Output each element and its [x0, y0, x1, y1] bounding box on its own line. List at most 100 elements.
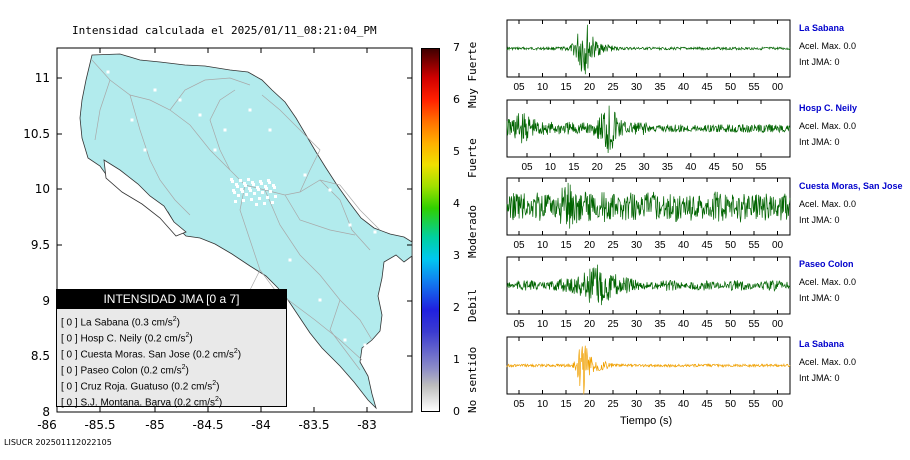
- legend-row: [ 0 ] La Sabana (0.3 cm/s2): [61, 312, 286, 328]
- city-marker: [274, 195, 277, 198]
- city-marker: [269, 190, 272, 193]
- time-tick-label: 15: [560, 240, 572, 251]
- lon-tick-label: -84: [251, 418, 271, 432]
- road: [284, 194, 356, 236]
- city-marker: [223, 128, 227, 132]
- time-tick-label: 00: [772, 399, 784, 410]
- time-tick-label: 05: [513, 240, 525, 251]
- legend-station: Cuesta Moras. San Jose: [80, 349, 190, 361]
- legend-close: ): [218, 397, 223, 409]
- time-tick-label: 25: [607, 82, 619, 93]
- lat-tick-label: 10: [35, 182, 50, 196]
- time-tick-label: 45: [701, 399, 713, 410]
- waveform-trace: [506, 182, 791, 229]
- legend-exp: 2: [185, 332, 190, 339]
- time-tick-label: 05: [521, 162, 533, 173]
- time-tick-label: 10: [537, 399, 549, 410]
- city-markers: [106, 70, 377, 347]
- city-marker: [268, 181, 271, 184]
- lon-tick-label: -84.5: [192, 418, 223, 432]
- waveform-trace: [506, 345, 791, 395]
- time-tick-label: 35: [662, 162, 674, 173]
- time-tick-label: 30: [638, 162, 650, 173]
- city-marker: [239, 179, 242, 182]
- time-tick-label: 00: [772, 240, 784, 251]
- map-axes: -86 -85.5 -85 -84.5 -84 -83.5 -83 11 10.5 10 9.5 9 8…: [23, 48, 412, 432]
- city-marker: [303, 173, 307, 177]
- legend-row: [ 0 ] Cuesta Moras. San Jose (0.2 cm/s2): [61, 344, 286, 360]
- time-tick-label: 15: [568, 162, 580, 173]
- city-marker: [138, 188, 142, 192]
- city-marker: [130, 118, 134, 122]
- city-marker: [288, 258, 292, 262]
- time-axis-label: Tiempo (s): [620, 415, 673, 427]
- colorbar-tick: 6: [453, 93, 460, 106]
- time-tick-label: 20: [584, 399, 596, 410]
- time-tick-label: 35: [654, 82, 666, 93]
- legend-level: [ 0 ]: [61, 349, 78, 361]
- city-marker: [259, 180, 262, 183]
- city-marker: [247, 178, 250, 181]
- time-tick-label: 15: [560, 319, 572, 330]
- time-tick-label: 05: [513, 399, 525, 410]
- time-tick-label: 15: [560, 399, 572, 410]
- city-marker: [256, 186, 259, 189]
- city-marker: [106, 70, 110, 74]
- city-marker: [108, 173, 112, 177]
- city-marker: [273, 186, 276, 189]
- road-network: [91, 59, 381, 371]
- lat-tick-label: 11: [35, 71, 50, 85]
- lat-tick-label: 9: [42, 294, 50, 308]
- waveform-trace: [506, 24, 791, 75]
- legend-exp: 2: [233, 348, 238, 355]
- lat-tick-label: 10.5: [23, 127, 50, 141]
- station-name: Hosp C. Neily: [799, 103, 858, 113]
- time-tick-label: 40: [685, 162, 697, 173]
- station-jma: Int JMA: 0: [799, 373, 840, 383]
- city-marker: [263, 202, 266, 205]
- station-readout: Acel. Max. 0.0 Int JMA: 0: [799, 274, 856, 306]
- time-tick-label: 50: [725, 240, 737, 251]
- city-marker: [257, 188, 260, 191]
- time-tick-label: 45: [709, 162, 721, 173]
- waveform-trace: [506, 264, 791, 306]
- time-tick-label: 20: [584, 319, 596, 330]
- time-tick-label: 20: [584, 240, 596, 251]
- legend-accel: (0.2 cm/s: [192, 349, 234, 361]
- city-marker: [236, 185, 239, 188]
- city-marker: [260, 182, 263, 185]
- time-tick-label: 25: [607, 240, 619, 251]
- time-tick-label: 55: [748, 319, 760, 330]
- colorbar-tick: 5: [453, 145, 460, 158]
- time-tick-label: 40: [678, 319, 690, 330]
- lon-tick-label: -83: [357, 418, 377, 432]
- station-accel: Acel. Max. 0.0: [799, 199, 857, 209]
- city-marker: [230, 178, 233, 181]
- time-tick-label: 25: [607, 399, 619, 410]
- lon-tick-label: -86: [37, 418, 57, 432]
- legend-close: ): [216, 381, 220, 393]
- city-marker: [255, 203, 258, 206]
- city-marker: [248, 187, 251, 190]
- colorbar-tick: 2: [453, 301, 460, 314]
- lon-tick-label: -85.5: [84, 418, 115, 432]
- city-marker: [250, 198, 253, 201]
- colorbar-tick: 1: [453, 353, 460, 366]
- legend-close: ): [176, 317, 181, 329]
- time-tick-label: 55: [748, 240, 760, 251]
- city-marker: [328, 188, 332, 192]
- city-marker: [249, 189, 252, 192]
- time-tick-label: 30: [631, 319, 643, 330]
- intensity-legend: INTENSIDAD JMA [0 a 7] [ 0 ] La Sabana (…: [56, 289, 287, 409]
- road: [149, 159, 191, 216]
- time-tick-label: 45: [701, 82, 713, 93]
- time-tick-label: 00: [772, 82, 784, 93]
- time-tick-label: 55: [748, 399, 760, 410]
- legend-close: ): [237, 349, 242, 361]
- city-marker: [232, 189, 235, 192]
- station-readout: Acel. Max. 0.0 Int JMA: 0: [799, 196, 856, 228]
- legend-level: [ 0 ]: [61, 365, 78, 377]
- lat-tick-label: 9.5: [31, 238, 50, 252]
- time-tick-label: 15: [560, 82, 572, 93]
- road: [94, 79, 111, 141]
